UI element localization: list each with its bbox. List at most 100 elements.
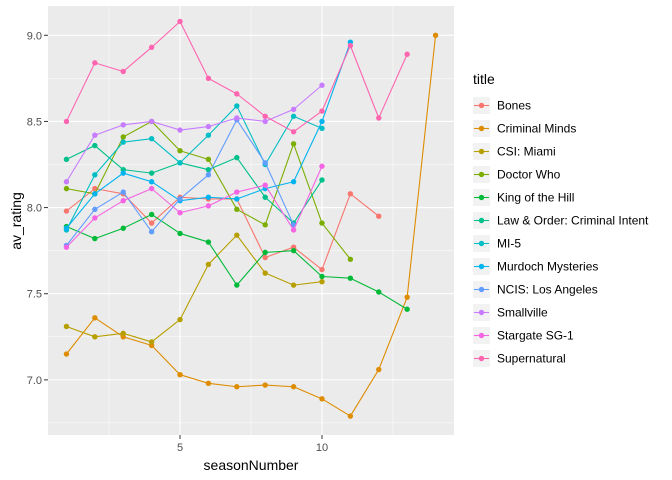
data-point	[63, 118, 70, 125]
data-point	[205, 261, 212, 268]
data-point	[205, 172, 212, 178]
data-point	[205, 194, 212, 200]
legend-label: Stargate SG-1	[497, 329, 574, 343]
data-point	[120, 225, 126, 231]
data-point	[177, 160, 183, 166]
data-point	[205, 239, 212, 245]
data-point	[290, 106, 297, 113]
data-point	[319, 125, 325, 132]
data-point	[92, 315, 98, 321]
data-point	[92, 142, 98, 149]
data-point	[120, 170, 126, 176]
data-point	[148, 211, 155, 218]
legend-label: Supernatural	[497, 352, 566, 366]
data-point	[376, 213, 382, 219]
data-point	[120, 189, 126, 195]
legend-entry: Law & Order: Criminal Intent	[473, 212, 649, 229]
data-point	[205, 75, 212, 82]
data-point	[290, 129, 297, 135]
legend-label: Law & Order: Criminal Intent	[497, 214, 649, 228]
data-point	[290, 227, 297, 233]
y-tick-label: 9.0	[27, 30, 42, 42]
data-point	[234, 189, 240, 195]
legend-label: MI-5	[497, 237, 521, 251]
series-line	[66, 166, 323, 248]
data-point	[262, 249, 268, 256]
data-point	[290, 141, 297, 147]
data-point	[148, 179, 155, 185]
data-point	[148, 220, 155, 226]
x-axis: 5 10	[177, 435, 328, 454]
data-point	[177, 127, 183, 133]
data-point	[347, 275, 354, 281]
legend-entry: NCIS: Los Angeles	[473, 281, 598, 298]
data-point	[234, 206, 240, 213]
data-point	[319, 396, 325, 402]
series-6	[63, 103, 325, 233]
data-point	[63, 244, 70, 250]
legend-key-point	[478, 286, 485, 293]
data-point	[120, 122, 126, 128]
legend-title: title	[473, 71, 495, 87]
data-point	[319, 108, 325, 114]
data-point	[347, 413, 354, 419]
data-point	[404, 306, 410, 312]
data-point	[234, 384, 240, 390]
series-line	[66, 35, 437, 417]
data-point	[177, 371, 183, 378]
legend-key-point	[478, 263, 485, 270]
data-point	[290, 179, 297, 185]
data-point	[376, 115, 382, 121]
data-point	[148, 44, 155, 51]
y-tick-label: 7.0	[27, 375, 42, 387]
data-point	[177, 316, 183, 323]
legend-label: Criminal Minds	[497, 122, 576, 136]
data-point	[205, 380, 212, 387]
data-point	[404, 294, 410, 300]
data-point	[63, 156, 70, 163]
x-axis-title: seasonNumber	[204, 457, 299, 473]
data-point	[92, 235, 98, 242]
legend-entry: Doctor Who	[473, 166, 561, 183]
data-point	[120, 330, 126, 337]
legend-key-point	[478, 355, 485, 362]
data-point	[120, 139, 126, 145]
data-point	[319, 220, 325, 226]
data-point	[177, 230, 183, 237]
data-point	[319, 163, 325, 169]
legend-entry: King of the Hill	[473, 189, 574, 206]
minor-gridlines	[48, 6, 454, 435]
y-axis: 7.0 7.5 8.0 8.5 9.0	[27, 30, 48, 387]
data-point	[92, 191, 98, 197]
data-point	[120, 68, 126, 75]
legend-key-point	[478, 194, 485, 201]
data-point	[234, 282, 240, 288]
data-point	[177, 210, 183, 216]
data-point	[319, 118, 325, 125]
data-point	[262, 118, 268, 125]
legend-entry: Criminal Minds	[473, 120, 576, 137]
legend-entry: CSI: Miami	[473, 143, 556, 160]
data-point	[120, 197, 126, 204]
data-point	[262, 160, 268, 166]
data-point	[376, 366, 382, 373]
legend-label: CSI: Miami	[497, 145, 556, 159]
data-point	[63, 179, 70, 185]
data-point	[319, 177, 325, 183]
data-point	[262, 182, 268, 188]
data-point	[262, 270, 268, 276]
series-layer	[63, 18, 439, 419]
data-point	[63, 185, 70, 192]
legend-entry: Smallville	[473, 304, 548, 321]
legend-key-point	[478, 148, 485, 155]
data-point	[63, 225, 70, 231]
series-line	[65, 105, 323, 231]
data-point	[262, 222, 268, 228]
data-point	[234, 154, 240, 161]
series-10	[63, 163, 325, 250]
data-point	[290, 247, 297, 254]
data-point	[347, 42, 354, 49]
x-tick-label: 5	[177, 442, 183, 454]
legend-key-point	[478, 217, 485, 224]
